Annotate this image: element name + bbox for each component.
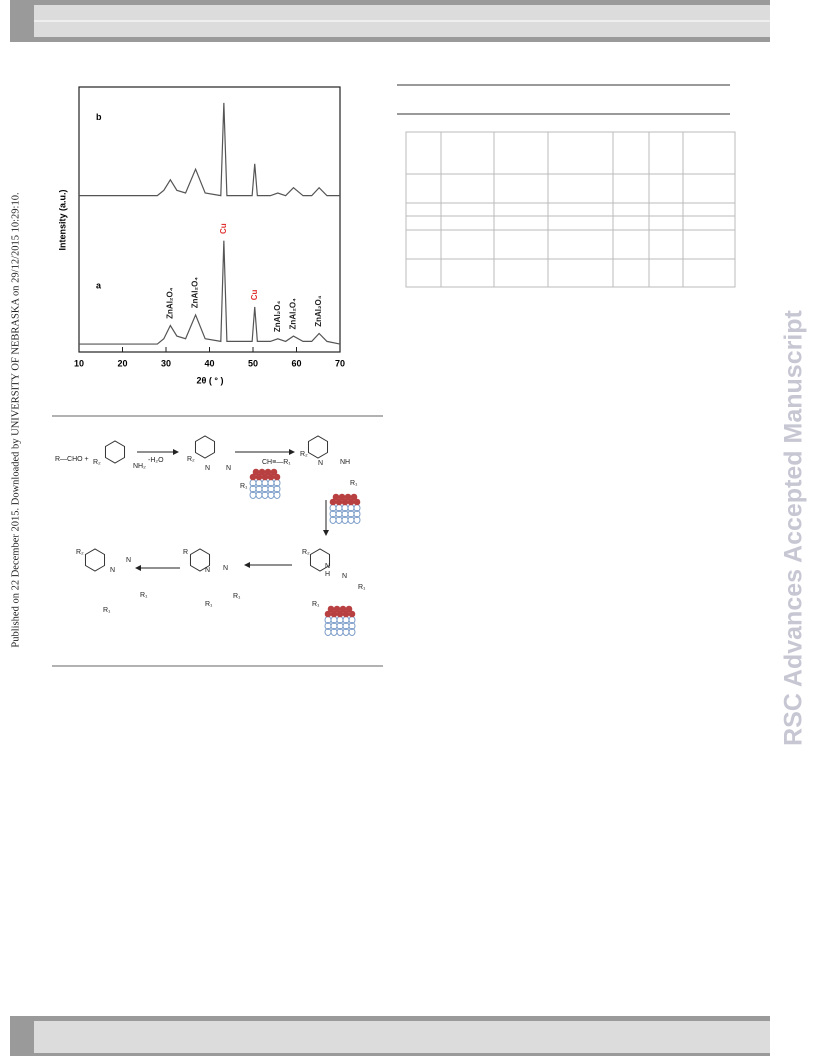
catalyst-atom xyxy=(255,473,263,481)
catalyst-atom xyxy=(336,610,344,618)
catalyst-atom xyxy=(324,610,332,618)
footer-inner xyxy=(34,1021,770,1053)
scheme-label: R₁ xyxy=(205,601,213,608)
catalyst-atom xyxy=(273,473,281,481)
catalyst-atom xyxy=(338,493,346,501)
scheme-label: N xyxy=(318,460,323,467)
scheme-label: R—CHO + xyxy=(55,456,89,463)
catalyst-atom xyxy=(339,605,347,613)
catalyst-atom xyxy=(249,473,257,481)
ring xyxy=(194,435,216,459)
peak-label: ZnAl₂O₄ xyxy=(191,277,200,309)
scheme-label: N xyxy=(205,465,210,472)
curve-label: b xyxy=(96,112,102,122)
catalyst-atom xyxy=(252,468,260,476)
scheme-label: R₁ xyxy=(240,483,248,490)
scheme-label: R₂ xyxy=(302,549,310,556)
scheme-label: N xyxy=(325,563,330,570)
scheme-label: R₁ xyxy=(358,584,366,591)
peak-label: Cu xyxy=(250,290,259,301)
x-tick-label: 20 xyxy=(117,358,127,368)
catalyst-atom xyxy=(341,498,349,506)
table-grid xyxy=(405,131,736,288)
catalyst-atom xyxy=(258,468,266,476)
catalyst-atom xyxy=(342,610,350,618)
scheme-label: R₁ xyxy=(140,592,148,599)
catalyst-support xyxy=(353,510,361,518)
ring xyxy=(307,435,329,459)
catalyst-atom xyxy=(333,605,341,613)
scheme-label: R₂ xyxy=(93,459,101,466)
catalyst-atom xyxy=(261,473,269,481)
catalyst-atom xyxy=(264,468,272,476)
peak-label: Cu xyxy=(219,223,228,234)
curve-label: a xyxy=(96,280,102,290)
ring xyxy=(84,548,106,572)
x-tick-label: 40 xyxy=(204,358,214,368)
catalyst-atom xyxy=(329,498,337,506)
chart: 10 20 30 40 50 60 70 a b ZnAl₂O₄ ZnAl₂O₄ Cu Cu ZnAl₂O… xyxy=(74,102,345,368)
catalyst-atom xyxy=(335,498,343,506)
scheme-label: R₂ xyxy=(187,456,195,463)
peak-label: ZnAl₂O₄ xyxy=(273,301,282,333)
scheme-label: H xyxy=(325,571,330,578)
scheme-label: N xyxy=(342,573,347,580)
x-tick-label: 10 xyxy=(74,358,84,368)
sidebar-note: Published on 22 December 2015. Downloade… xyxy=(10,192,21,647)
watermark: RSC Advances Accepted Manuscript xyxy=(780,309,808,745)
catalyst-support xyxy=(273,491,281,499)
catalyst-support xyxy=(353,516,361,524)
catalyst-support xyxy=(273,485,281,493)
scheme-label: R₂ xyxy=(300,451,308,458)
scheme-label: N xyxy=(223,565,228,572)
catalyst-atom xyxy=(344,493,352,501)
catalyst-atom xyxy=(327,605,335,613)
scheme-label: R₂ xyxy=(76,549,84,556)
xrd-curve xyxy=(79,102,340,197)
catalyst-atom xyxy=(347,498,355,506)
table-rules xyxy=(397,84,730,115)
x-axis-label: 2θ ( ° ) xyxy=(197,375,224,385)
catalyst-support xyxy=(348,622,356,630)
x-tick-label: 30 xyxy=(161,358,171,368)
x-tick-label: 60 xyxy=(291,358,301,368)
y-axis-label: Intensity (a.u.) xyxy=(57,189,67,250)
catalyst-atom xyxy=(350,493,358,501)
scheme-label: R₁ xyxy=(350,480,358,487)
catalyst-atom xyxy=(348,610,356,618)
peak-label: ZnAl₂O₄ xyxy=(289,298,298,330)
scheme-label: CH≡—R₁ xyxy=(262,459,291,466)
scheme-label: NH xyxy=(340,459,350,466)
scheme-label: R₁ xyxy=(233,593,241,600)
scheme-label: NH₂ xyxy=(133,463,146,470)
catalyst-atom xyxy=(330,610,338,618)
scheme-label: R₁ xyxy=(103,607,111,614)
scheme-label: N xyxy=(126,557,131,564)
catalyst-support xyxy=(348,628,356,636)
scheme-label: N xyxy=(205,567,210,574)
catalyst-atom xyxy=(270,468,278,476)
x-tick-label: 70 xyxy=(335,358,345,368)
scheme-label: R₁ xyxy=(312,601,320,608)
catalyst-atom xyxy=(345,605,353,613)
catalyst-atom xyxy=(353,498,361,506)
peak-label: ZnAl₂O₄ xyxy=(314,295,323,327)
scheme-label: -H₂O xyxy=(148,457,164,464)
ring xyxy=(189,548,211,572)
x-tick-label: 50 xyxy=(248,358,258,368)
peak-label: ZnAl₂O₄ xyxy=(165,287,174,319)
scheme-arrows xyxy=(135,449,329,571)
catalyst-atom xyxy=(267,473,275,481)
ring xyxy=(104,440,126,464)
plot-frame xyxy=(78,86,341,353)
scheme-label: N xyxy=(226,465,231,472)
xrd-curve xyxy=(79,240,341,345)
catalyst-atom xyxy=(332,493,340,501)
scheme-label: N xyxy=(110,567,115,574)
ring xyxy=(309,548,331,572)
scheme-label: R xyxy=(183,549,188,556)
